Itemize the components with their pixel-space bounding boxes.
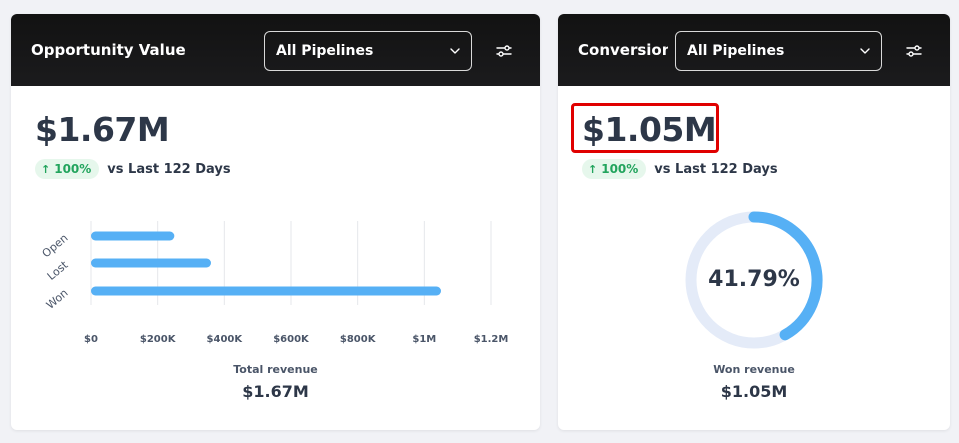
bar-won[interactable] — [91, 286, 441, 296]
card-title: Opportunity Value — [31, 41, 186, 59]
total-revenue-value: $1.67M — [242, 382, 309, 401]
arrow-up-icon: ↑ — [41, 162, 51, 176]
opportunity-value-card: Opportunity Value All Pipelines $1.67M ↑… — [11, 14, 540, 430]
chevron-down-icon — [450, 48, 460, 54]
conversion-value: $1.05M — [582, 110, 717, 149]
x-tick-label: $800K — [340, 334, 377, 345]
pipeline-select[interactable]: All Pipelines — [264, 31, 472, 71]
x-tick-label: $1M — [412, 334, 436, 345]
trend-indicator: ↑ 100% vs Last 122 Days — [35, 159, 231, 179]
donut-won-segment[interactable] — [748, 211, 823, 341]
bar-open[interactable] — [91, 231, 175, 241]
card-header: Conversion All Pipelines — [558, 14, 950, 86]
conversion-card: Conversion All Pipelines $1.05M ↑ 100% v… — [558, 14, 950, 430]
conversion-donut-chart: 41.79% — [684, 210, 824, 350]
trend-indicator: ↑ 100% vs Last 122 Days — [582, 159, 778, 179]
arrow-up-icon: ↑ — [588, 162, 598, 176]
x-tick-label: $0 — [84, 334, 98, 345]
trend-comparison: vs Last 122 Days — [107, 161, 231, 177]
category-label: Won — [44, 286, 71, 311]
highlight-box — [571, 103, 719, 153]
donut-center-label: 41.79% — [708, 267, 800, 292]
category-label: Open — [40, 231, 71, 260]
opportunity-value: $1.67M — [35, 110, 170, 149]
trend-comparison: vs Last 122 Days — [654, 161, 778, 177]
trend-badge: ↑ 100% — [582, 159, 647, 179]
won-revenue-value: $1.05M — [720, 382, 788, 401]
trend-percent: 100% — [54, 162, 92, 176]
donut-svg — [685, 211, 823, 349]
x-tick-label: $400K — [207, 334, 244, 345]
x-tick-label: $200K — [140, 334, 177, 345]
card-title: Conversion — [578, 41, 668, 59]
chevron-down-icon — [860, 48, 870, 54]
bar-lost[interactable] — [91, 258, 211, 268]
won-revenue-label: Won revenue — [713, 363, 795, 376]
category-label: Lost — [45, 258, 71, 283]
pipeline-select[interactable]: All Pipelines — [675, 31, 882, 71]
sliders-icon[interactable] — [493, 40, 515, 62]
total-revenue-label: Total revenue — [233, 363, 318, 376]
trend-badge: ↑ 100% — [35, 159, 100, 179]
x-tick-label: $600K — [273, 334, 310, 345]
card-header: Opportunity Value All Pipelines — [11, 14, 540, 86]
x-tick-label: $1.2M — [474, 334, 509, 345]
trend-percent: 100% — [601, 162, 639, 176]
pipeline-select-value: All Pipelines — [687, 43, 785, 59]
pipeline-select-value: All Pipelines — [276, 43, 374, 59]
sliders-icon[interactable] — [903, 40, 925, 62]
